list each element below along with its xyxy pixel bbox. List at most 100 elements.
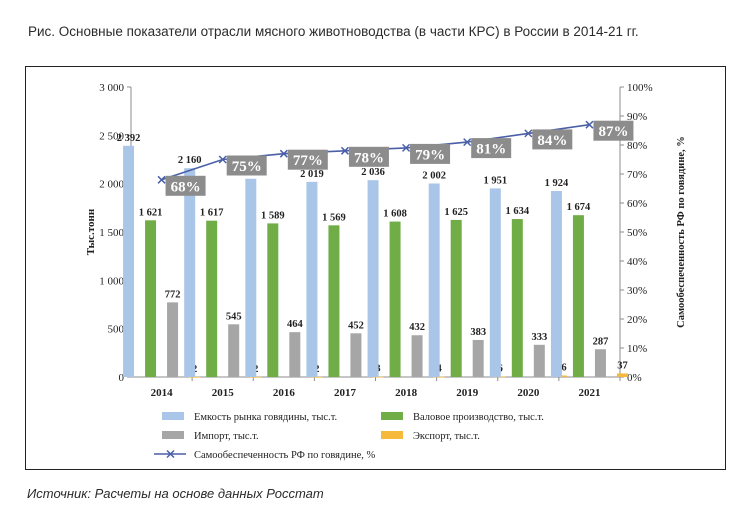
y-left-tick-label: 1 500 — [99, 227, 124, 239]
line-label-box — [471, 138, 512, 159]
bar-2 — [267, 223, 279, 377]
figure-title: Рис. Основные показатели отрасли мясного… — [28, 24, 639, 39]
bar-1 — [428, 183, 440, 377]
bar-1-value-label: 2 019 — [300, 169, 324, 180]
y-left-tick-label: 1 000 — [99, 275, 124, 287]
bar-3 — [228, 324, 240, 377]
chart-frame: 0 500 1 000 1 500 2 000 2 500 3 000 0% 10% 20% 30%… — [25, 66, 726, 470]
x-tick-label: 2018 — [395, 387, 418, 399]
x-tick-label: 2016 — [273, 387, 296, 399]
bar-1-value-label: 2 392 — [117, 133, 141, 144]
y-right-axis-title: Самообеспеченность РФ по говядине, % — [676, 136, 687, 328]
x-tick-label: 2017 — [334, 387, 357, 399]
bar-2 — [572, 215, 584, 377]
y-left-axis-title: Тыс.тонн — [85, 208, 97, 255]
y-left-tick-label: 500 — [108, 324, 125, 336]
bar-2-value-label: 1 617 — [200, 208, 224, 219]
x-tick-label: 2014 — [151, 387, 174, 399]
y-right-tick-label: 100% — [627, 82, 653, 94]
bar-3-value-label: 383 — [470, 327, 486, 338]
x-tick-label: 2015 — [212, 387, 235, 399]
bar-4 — [311, 376, 323, 378]
bar-1 — [550, 191, 562, 377]
line-label-box — [532, 129, 573, 150]
y-left-tick-label: 2 000 — [99, 179, 124, 191]
y-right-tick-label: 50% — [627, 227, 647, 239]
line-value-label: 75% — [232, 159, 262, 175]
line-point-marker — [279, 149, 288, 158]
line-label-box — [348, 146, 389, 167]
bar-4-value-label: 37 — [617, 360, 628, 371]
bar-4 — [189, 376, 201, 378]
bar-1 — [123, 145, 135, 377]
line-value-label: 79% — [415, 147, 445, 163]
bar-1 — [489, 188, 501, 377]
x-tick-label: 2021 — [578, 387, 600, 399]
bar-3-value-label: 287 — [593, 336, 609, 347]
bar-1-value-label: 1 951 — [484, 175, 508, 186]
x-tick-label: 2020 — [517, 387, 540, 399]
legend-label: Экспорт, тыс.т. — [413, 431, 480, 442]
y-right-tick-label: 20% — [627, 314, 647, 326]
y-left-tick-label: 2 500 — [99, 130, 124, 142]
y-left-tick-label: 3 000 — [99, 82, 124, 94]
bar-2 — [511, 219, 523, 377]
bar-2-value-label: 1 634 — [506, 206, 530, 217]
y-right-tick-label: 90% — [627, 111, 647, 123]
line-value-label: 87% — [598, 124, 628, 140]
line-label-box — [593, 120, 634, 141]
bar-4 — [372, 376, 384, 378]
legend-swatch — [162, 431, 184, 439]
combo-chart: 0 500 1 000 1 500 2 000 2 500 3 000 0% 10% 20% 30%… — [85, 82, 687, 461]
bar-2-value-label: 1 621 — [139, 207, 163, 218]
bar-1-value-label: 2 036 — [361, 167, 385, 178]
bar-2 — [206, 220, 218, 377]
line-value-label: 78% — [354, 150, 384, 166]
bar-3-value-label: 464 — [287, 319, 304, 330]
y-right-tick-label: 80% — [627, 140, 647, 152]
bar-3-value-label: 545 — [226, 311, 242, 322]
line-point-marker — [463, 138, 472, 147]
line-point-marker — [402, 143, 411, 152]
y-right-tick-label: 10% — [627, 343, 647, 355]
bar-3 — [594, 349, 606, 377]
bar-3-value-label: 333 — [531, 332, 547, 343]
bar-3 — [289, 332, 301, 377]
y-right-tick-label: 40% — [627, 256, 647, 268]
legend-label: Валовое производство, тыс.т. — [413, 412, 544, 423]
y-right-tick-label: 30% — [627, 285, 647, 297]
bar-2 — [389, 221, 401, 377]
line-label-box — [410, 143, 451, 164]
bar-4 — [433, 376, 445, 378]
bar-1-value-label: 2 002 — [422, 170, 446, 181]
bar-2-value-label: 1 625 — [444, 207, 468, 218]
bar-4 — [250, 376, 262, 378]
source-note: Источник: Расчеты на основе данных Росст… — [27, 486, 324, 501]
line-point-marker — [218, 155, 227, 164]
bar-2-value-label: 1 674 — [567, 202, 591, 213]
bar-1-value-label: 1 924 — [545, 178, 569, 189]
bar-2-value-label: 1 589 — [261, 210, 285, 221]
line-label-box — [287, 149, 328, 170]
bar-3 — [411, 335, 423, 377]
line-value-label: 81% — [476, 142, 506, 158]
line-label-box — [226, 155, 267, 176]
bar-3 — [350, 333, 362, 377]
line-value-label: 84% — [537, 133, 567, 149]
legend-swatch — [162, 412, 184, 420]
line-point-marker — [340, 146, 349, 155]
x-tick-label: 2019 — [456, 387, 479, 399]
bar-3-value-label: 452 — [348, 320, 364, 331]
line-point-marker — [524, 129, 533, 138]
bar-2-value-label: 1 608 — [383, 209, 407, 220]
bar-2 — [450, 219, 462, 377]
bar-3 — [533, 344, 545, 377]
bar-3-value-label: 772 — [165, 289, 181, 300]
bar-2 — [145, 220, 157, 377]
bar-1 — [367, 180, 379, 377]
legend-label: Емкость рынка говядины, тыс.т. — [194, 412, 337, 423]
legend-swatch — [381, 431, 403, 439]
bar-1 — [306, 181, 318, 377]
y-right-tick-label: 0% — [627, 372, 642, 384]
bar-3 — [472, 339, 484, 377]
